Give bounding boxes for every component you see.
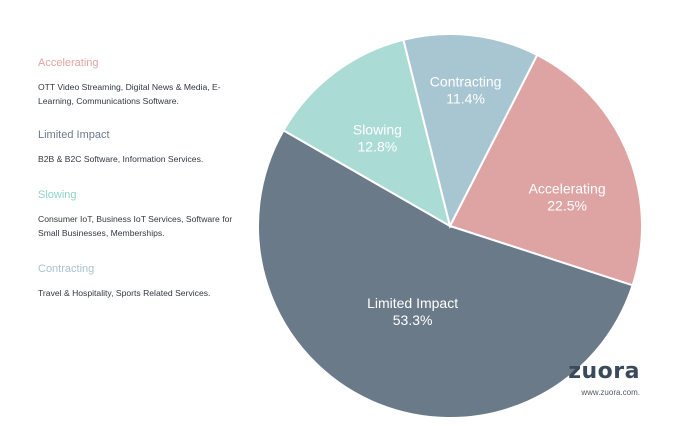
legend-title-slowing: Slowing (38, 189, 77, 201)
zuora-logo: zuora (568, 359, 640, 384)
slice-value-limited-impact: 53.3% (393, 312, 433, 328)
pie-slice-slowing (282, 38, 452, 229)
legend-desc-limited-impact: B2B & B2C Software, Information Services… (38, 154, 204, 164)
legend-desc-contracting: Travel & Hospitality, Sports Related Ser… (38, 288, 211, 298)
legend-desc-accelerating: OTT Video Streaming, Digital News & Medi… (38, 82, 221, 106)
slice-value-contracting: 11.4% (446, 91, 485, 107)
legend-desc-slowing: Consumer IoT, Business IoT Services, Sof… (38, 214, 233, 238)
legend: Accelerating OTT Video Streaming, Digita… (38, 56, 243, 322)
legend-item-slowing: Slowing Consumer IoT, Business IoT Servi… (38, 188, 243, 240)
legend-title-accelerating: Accelerating (38, 57, 99, 69)
legend-item-accelerating: Accelerating OTT Video Streaming, Digita… (38, 56, 243, 108)
pie-slice-accelerating (448, 53, 643, 287)
slice-value-accelerating: 22.5% (547, 198, 587, 214)
pie-slice-limited-impact (257, 128, 634, 419)
slice-label-slowing: Slowing (353, 122, 402, 138)
legend-title-contracting: Contracting (38, 263, 95, 275)
brand-block: zuora www.zuora.com. (568, 359, 640, 398)
slice-label-limited-impact: Limited Impact (367, 295, 458, 311)
slice-label-accelerating: Accelerating (529, 181, 606, 197)
slice-value-slowing: 12.8% (358, 139, 398, 155)
legend-title-limited-impact: Limited Impact (38, 129, 110, 141)
legend-item-contracting: Contracting Travel & Hospitality, Sports… (38, 262, 243, 300)
slice-label-contracting: Contracting (430, 74, 502, 90)
legend-item-limited-impact: Limited Impact B2B & B2C Software, Infor… (38, 128, 243, 166)
brand-url: www.zuora.com. (581, 388, 640, 397)
pie-slice-contracting (402, 33, 539, 229)
